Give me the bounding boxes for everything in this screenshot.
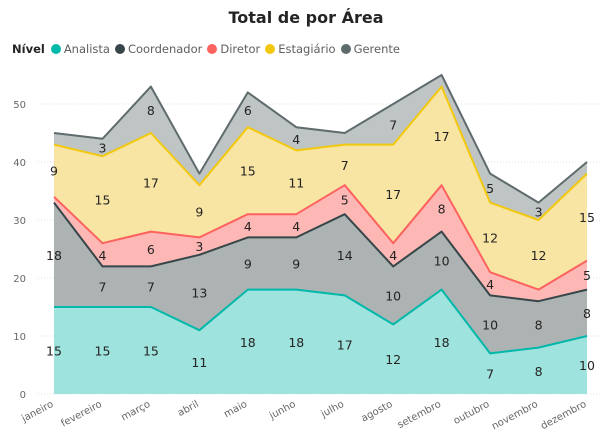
area-estagiario <box>54 86 587 290</box>
data-label: 8 <box>535 317 543 332</box>
data-label: 13 <box>191 286 207 301</box>
y-tick-label: 40 <box>13 158 26 169</box>
data-label: 9 <box>50 164 58 179</box>
data-label: 17 <box>385 187 401 202</box>
data-label: 4 <box>486 277 494 292</box>
data-label: 10 <box>385 288 401 303</box>
data-label: 10 <box>434 254 450 269</box>
x-tick-label: abril <box>176 399 201 419</box>
data-label: 7 <box>389 117 397 132</box>
x-tick-label: julho <box>319 399 347 421</box>
area-coordenador <box>54 202 587 354</box>
data-label: 8 <box>535 364 543 379</box>
legend-item-analista[interactable]: Analista <box>50 42 110 56</box>
line-coordenador <box>53 201 588 303</box>
data-label: 15 <box>240 164 256 179</box>
legend-marker-coordenador <box>114 44 125 54</box>
data-label: 3 <box>195 239 203 254</box>
data-label: 10 <box>482 317 498 332</box>
data-label: 18 <box>288 335 304 350</box>
data-label: 9 <box>292 257 300 272</box>
line-diretor <box>53 184 588 291</box>
data-label: 17 <box>143 175 159 190</box>
legend-label-diretor: Diretor <box>220 42 261 56</box>
data-label: 18 <box>434 335 450 350</box>
x-tick-label: dezembro <box>539 399 588 432</box>
data-label: 9 <box>244 257 252 272</box>
data-label: 12 <box>385 352 401 367</box>
data-label: 8 <box>147 103 155 118</box>
x-tick-label: fevereiro <box>59 399 104 430</box>
area-analista <box>54 289 587 394</box>
x-tick-label: setembro <box>396 399 443 431</box>
data-label: 15 <box>46 344 62 359</box>
y-tick-label: 20 <box>13 274 26 285</box>
data-label: 6 <box>147 242 155 257</box>
legend-label-gerente: Gerente <box>353 42 400 56</box>
data-label: 7 <box>147 280 155 295</box>
legend-item-diretor[interactable]: Diretor <box>207 42 260 56</box>
data-label: 15 <box>95 344 111 359</box>
legend-item-coordenador[interactable]: Coordenador <box>114 42 203 56</box>
data-label: 11 <box>288 175 304 190</box>
data-label: 17 <box>434 129 450 144</box>
chart-title: Total de por Área <box>228 8 384 27</box>
data-label: 5 <box>486 181 494 196</box>
line-gerente <box>53 74 588 204</box>
data-label: 4 <box>292 219 300 234</box>
x-tick-label: junho <box>267 399 298 422</box>
data-label: 5 <box>583 268 591 283</box>
x-tick-label: março <box>119 399 152 423</box>
x-tick-label: janeiro <box>19 399 55 425</box>
legend-label-coordenador: Coordenador <box>127 42 203 56</box>
y-tick-label: 50 <box>13 100 26 111</box>
data-label: 4 <box>292 132 300 147</box>
y-tick-label: 10 <box>13 332 26 343</box>
data-label: 8 <box>438 201 446 216</box>
data-label: 6 <box>244 103 252 118</box>
legend-title: Nível <box>12 42 45 56</box>
data-label: 9 <box>195 204 203 219</box>
data-label: 15 <box>143 344 159 359</box>
data-label: 11 <box>191 355 207 370</box>
x-tick-label: maio <box>222 399 249 420</box>
legend: Nível Analista Coordenador Diretor Estag… <box>12 42 405 56</box>
legend-marker-gerente <box>340 44 351 54</box>
legend-marker-estagiario <box>265 44 276 54</box>
data-label: 4 <box>98 248 106 263</box>
legend-marker-diretor <box>207 44 218 54</box>
x-tick-label: novembro <box>490 399 540 432</box>
data-label: 15 <box>579 210 595 225</box>
data-label: 12 <box>482 230 498 245</box>
y-tick-label: 30 <box>13 216 26 227</box>
data-label: 3 <box>98 141 106 156</box>
data-label: 18 <box>46 248 62 263</box>
data-label: 8 <box>583 306 591 321</box>
data-label: 5 <box>341 193 349 208</box>
data-label: 15 <box>95 193 111 208</box>
data-label: 7 <box>98 280 106 295</box>
data-label: 7 <box>486 367 494 382</box>
data-label: 4 <box>244 219 252 234</box>
data-label: 12 <box>531 248 547 263</box>
data-label: 4 <box>389 248 397 263</box>
data-label: 3 <box>535 204 543 219</box>
data-label: 7 <box>341 158 349 173</box>
line-analista <box>54 288 588 355</box>
legend-label-estagiario: Estagiário <box>278 42 336 56</box>
legend-label-analista: Analista <box>63 42 110 56</box>
legend-item-estagiario[interactable]: Estagiário <box>265 42 336 56</box>
x-tick-label: agosto <box>360 399 395 425</box>
y-tick-label: 0 <box>20 390 26 401</box>
data-label: 14 <box>337 248 353 263</box>
line-estagiario <box>53 85 588 221</box>
area-diretor <box>54 185 587 302</box>
data-label: 18 <box>240 335 256 350</box>
data-label: 10 <box>579 358 595 373</box>
legend-marker-analista <box>50 44 61 54</box>
x-tick-label: outubro <box>452 399 492 427</box>
legend-item-gerente[interactable]: Gerente <box>340 42 400 56</box>
data-label: 17 <box>337 338 353 353</box>
